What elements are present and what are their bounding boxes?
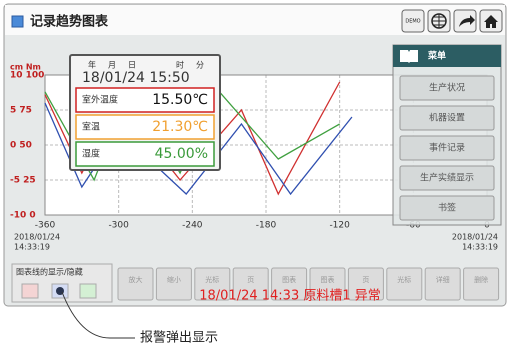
y-tick-label: 10 100 [10, 71, 44, 81]
demo-button[interactable] [401, 9, 425, 33]
menu-header [393, 45, 501, 67]
reading-box [75, 87, 215, 113]
end-time: 14:33:19 [462, 243, 498, 252]
date-header: 时 [176, 60, 184, 70]
tool-button-label: 光标 [397, 275, 411, 284]
menu-item-label: 事件记录 [429, 142, 465, 154]
reading-label: 室温 [82, 121, 100, 133]
y-tick-label: -5 25 [10, 176, 36, 186]
tool-button-label: 图表 [282, 275, 296, 284]
visibility-label: 图表线的显示/隐藏 [16, 267, 83, 277]
tool-button-label: 光标 [205, 275, 219, 284]
tool-button-label: 放大 [129, 275, 143, 284]
reading-box [75, 114, 215, 140]
demo-label: DEMO [405, 19, 420, 25]
tool-button[interactable] [463, 267, 500, 301]
menu-item[interactable] [399, 135, 495, 161]
date-header: 年 [88, 60, 96, 70]
callout-line [61, 291, 135, 339]
alarm-popup: 18/01/24 14:33 原料槽1 异常 [199, 289, 381, 304]
start-time: 14:33:19 [14, 243, 50, 252]
tool-button-label: 删除 [474, 275, 488, 284]
date-header: 分 [196, 61, 204, 70]
reading-value: 21.30℃ [152, 119, 208, 135]
menu-item[interactable] [399, 105, 495, 131]
y-tick-label: 0 50 [10, 141, 32, 151]
back-icon [459, 15, 475, 27]
x-tick-label: -360 [35, 221, 56, 231]
menu-item[interactable] [399, 165, 495, 191]
x-tick-label: -120 [329, 221, 350, 231]
trend-line [44, 102, 353, 196]
date-header: 月 [108, 61, 116, 70]
menu-item-label: 生产状况 [429, 82, 465, 94]
tool-button[interactable] [347, 267, 384, 301]
x-tick-label: -240 [182, 221, 203, 231]
title-icon [11, 15, 24, 28]
book-icon [400, 50, 418, 63]
reading-value: 15.50℃ [152, 92, 208, 108]
start-time: 2018/01/24 [14, 233, 60, 242]
date-header: 日 [128, 61, 136, 70]
tool-button-label: 详细 [436, 275, 450, 284]
trend-line [44, 84, 340, 182]
tool-button[interactable] [271, 267, 308, 301]
tool-button[interactable] [194, 267, 231, 301]
callout-text: 报警弹出显示 [140, 330, 218, 346]
tool-button-label: 页 [362, 276, 369, 284]
menu-item-label: 生产实绩显示 [420, 172, 474, 184]
tool-button[interactable] [309, 267, 346, 301]
red-line-toggle[interactable] [21, 283, 39, 299]
tool-button[interactable] [117, 267, 154, 301]
menu-title: 菜单 [427, 50, 446, 62]
reading-label: 室外温度 [82, 94, 118, 106]
tool-button-label: 图表 [321, 275, 335, 284]
y-tick-label: 5 75 [10, 106, 32, 116]
green-line-toggle[interactable] [79, 283, 97, 299]
home-icon [484, 15, 498, 28]
tool-button[interactable] [424, 267, 461, 301]
tool-button-label: 缩小 [167, 275, 181, 284]
reading-label: 湿度 [82, 148, 100, 160]
menu-item-label: 书签 [438, 202, 456, 214]
tool-button[interactable] [386, 267, 423, 301]
tool-button[interactable] [232, 267, 269, 301]
x-tick-label: -300 [108, 221, 129, 231]
menu-item[interactable] [399, 75, 495, 101]
globe-lines [432, 14, 446, 28]
x-tick-label: -180 [256, 221, 277, 231]
tool-button[interactable] [155, 267, 192, 301]
trend-line [44, 81, 341, 196]
reading-box [75, 141, 215, 167]
reading-value: 45.00% [155, 146, 208, 162]
axis-unit-label: cm Nm [10, 63, 41, 72]
tool-button-label: 页 [247, 276, 254, 284]
menu-panel [392, 44, 502, 226]
page-title: 记录趋势图表 [30, 14, 109, 30]
end-time: 2018/01/24 [452, 233, 498, 242]
menu-item[interactable] [399, 195, 495, 221]
popup-date: 18/01/24 15:50 [82, 70, 190, 86]
y-tick-label: -10 0 [10, 211, 36, 221]
menu-item-label: 机器设置 [429, 112, 465, 124]
